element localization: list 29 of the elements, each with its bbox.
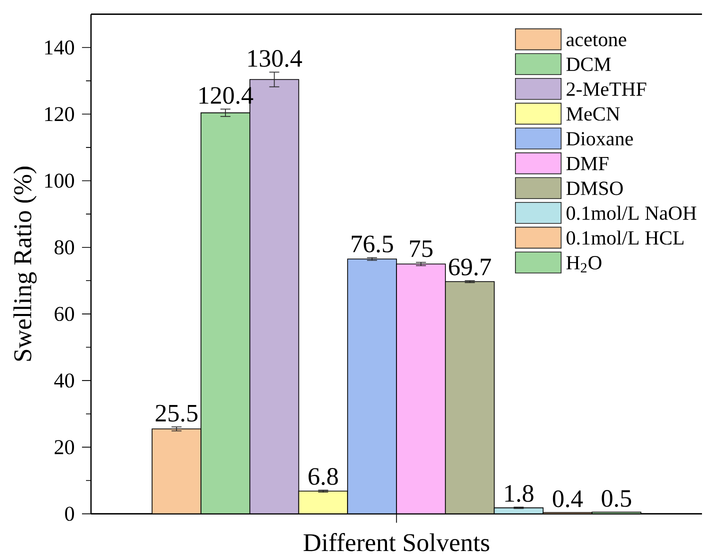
data-label: 6.8 [308,468,338,486]
legend-label: DMSO [566,182,623,196]
y-tick-label: 140 [45,40,74,55]
legend-label: H$_{2}$O [566,256,602,272]
data-label: 69.7 [449,258,491,276]
legend-label: 0.1mol/L NaOH [566,206,696,220]
legend-label: MeCN [566,107,620,121]
y-tick-label: 0 [65,506,74,521]
y-tick-label: 100 [45,174,74,188]
data-label: 0.5 [602,490,632,507]
data-label: 75 [410,240,432,258]
y-tick-label: 40 [54,373,74,388]
data-label: 0.4 [552,490,583,508]
data-label: 76.5 [352,236,393,253]
y-tick-label: 120 [45,107,74,122]
legend-label: 2-MeTHF [566,82,646,96]
x-axis-title: Different Solvents [304,533,490,552]
data-label: 130.4 [248,50,302,68]
legend-label: DCM [566,58,611,72]
y-axis-title: Swelling Ratio (%) [13,166,37,361]
legend-label: Dioxane [566,132,633,146]
data-label: 1.8 [505,485,534,502]
legend-label: acetone [566,34,626,46]
y-tick-label: 80 [54,240,74,254]
y-tick-label: 20 [54,440,74,454]
data-label: 25.5 [156,404,198,422]
y-tick-label: 60 [54,306,74,322]
legend-label: 0.1mol/L HCL [566,230,684,245]
legend-label: DMF [566,156,608,170]
